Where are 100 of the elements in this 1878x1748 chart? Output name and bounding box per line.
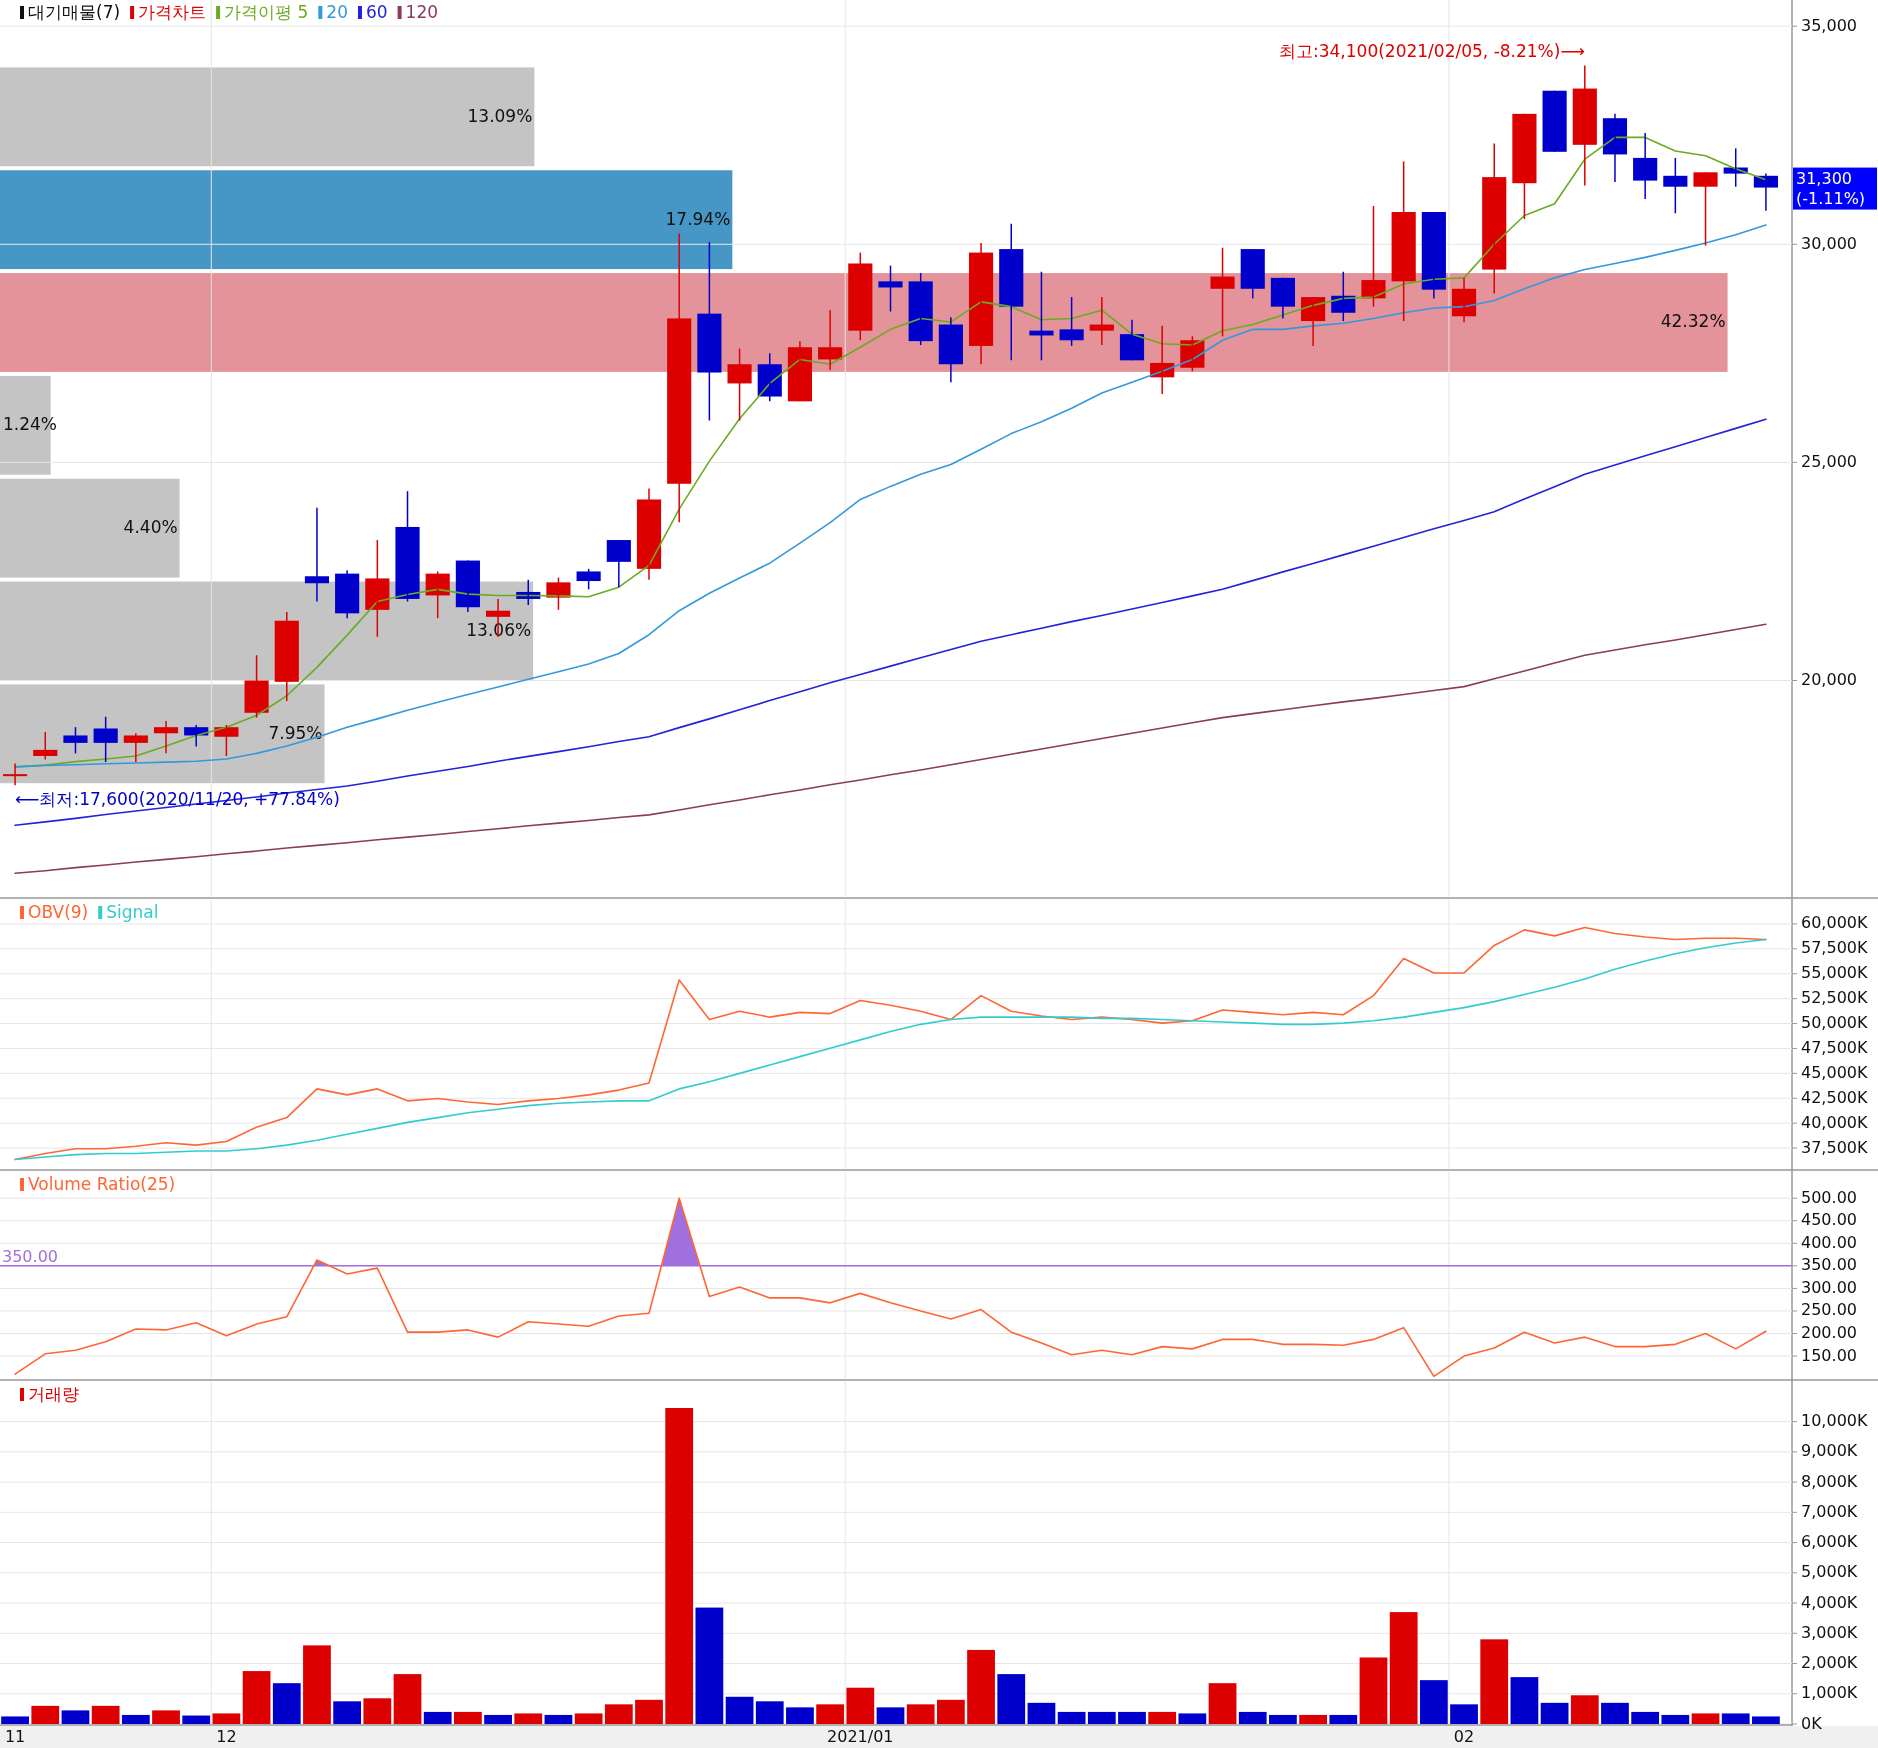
y-tick-label: 50,000K xyxy=(1801,1013,1868,1033)
candlestick xyxy=(304,507,330,603)
y-tick-label: 300.00 xyxy=(1801,1277,1857,1297)
y-tick-label: 45,000K xyxy=(1801,1062,1868,1082)
candlestick xyxy=(214,724,239,757)
bar xyxy=(484,1714,512,1724)
bar xyxy=(212,1713,241,1724)
candlestick xyxy=(908,272,933,346)
y-tick-label: 42,500K xyxy=(1801,1087,1868,1107)
bar xyxy=(1631,1711,1660,1724)
bar xyxy=(1359,1657,1388,1724)
legend-label: 120 xyxy=(405,2,439,22)
bar xyxy=(1721,1713,1750,1724)
y-tick-label: 25,000 xyxy=(1801,451,1857,471)
y-tick-label: 350.00 xyxy=(1801,1255,1857,1275)
bar xyxy=(755,1701,784,1724)
y-tick-label: 0K xyxy=(1801,1713,1823,1733)
y-tick-label: 30,000 xyxy=(1801,233,1857,253)
candlestick xyxy=(93,715,118,763)
candlestick xyxy=(1210,247,1235,338)
candlestick xyxy=(999,223,1024,362)
bar xyxy=(665,1408,694,1725)
legend-label: Signal xyxy=(106,902,159,922)
y-tick-label: 450.00 xyxy=(1801,1210,1857,1230)
candlestick xyxy=(1391,160,1416,322)
data-label: 4.40% xyxy=(123,517,178,538)
legend-label: 거래량 xyxy=(28,1384,79,1404)
bar xyxy=(61,1710,90,1724)
bar xyxy=(1118,1711,1146,1724)
legend-label: OBV(9) xyxy=(28,902,89,922)
candlestick xyxy=(1633,132,1658,200)
candlestick xyxy=(1663,157,1688,215)
bar xyxy=(152,1710,180,1724)
bar xyxy=(695,1607,724,1724)
bar xyxy=(604,1704,633,1724)
bar xyxy=(997,1674,1026,1724)
bar xyxy=(1419,1680,1448,1724)
y-tick-label: 6,000K xyxy=(1801,1532,1858,1552)
data-label: 17.94% xyxy=(665,208,731,229)
y-tick-label: 500.00 xyxy=(1801,1187,1857,1207)
bar xyxy=(363,1698,392,1724)
bar xyxy=(846,1687,875,1724)
candlestick xyxy=(848,251,873,341)
candlestick xyxy=(1572,64,1597,187)
bar xyxy=(1178,1713,1207,1724)
bar xyxy=(1389,1612,1418,1724)
legend-label: 60 xyxy=(365,2,388,22)
candlestick xyxy=(1512,113,1537,220)
y-tick-label: 9,000K xyxy=(1801,1441,1858,1461)
data-label: 1.24% xyxy=(3,414,58,435)
candlestick xyxy=(878,264,903,313)
bar xyxy=(182,1715,211,1724)
bar xyxy=(1,1716,29,1724)
bar xyxy=(1208,1683,1237,1724)
candlestick xyxy=(395,490,420,603)
candlestick xyxy=(244,654,269,719)
y-tick-label: 250.00 xyxy=(1801,1300,1857,1320)
bar xyxy=(514,1713,543,1724)
bar xyxy=(91,1705,120,1724)
bar xyxy=(333,1701,362,1724)
candlestick xyxy=(63,726,88,755)
bar xyxy=(1087,1711,1116,1724)
y-tick-label: 60,000K xyxy=(1801,913,1868,933)
bar xyxy=(1480,1639,1509,1724)
candlestick xyxy=(727,347,752,422)
bar xyxy=(936,1699,965,1724)
y-tick-label: 37,500K xyxy=(1801,1137,1868,1157)
candlestick xyxy=(1089,296,1114,346)
bar xyxy=(0,67,535,167)
bar xyxy=(393,1674,422,1724)
candlestick xyxy=(576,568,601,591)
y-tick-label: 47,500K xyxy=(1801,1037,1868,1057)
y-tick-label: 52,500K xyxy=(1801,988,1868,1008)
bar xyxy=(876,1707,905,1724)
bar xyxy=(1601,1702,1629,1724)
bar xyxy=(786,1707,814,1724)
bar xyxy=(454,1711,482,1724)
bar xyxy=(0,170,733,270)
x-tick-label: 02 xyxy=(1453,1727,1475,1746)
y-tick-label: 3,000K xyxy=(1801,1622,1858,1642)
candlestick xyxy=(697,241,722,422)
bar xyxy=(0,478,180,578)
bar xyxy=(1148,1711,1177,1724)
y-tick-label: 40,000K xyxy=(1801,1112,1868,1132)
bar xyxy=(1238,1711,1267,1724)
candlestick xyxy=(123,732,148,763)
data-label: 13.09% xyxy=(467,105,533,126)
y-tick-label: 4,000K xyxy=(1801,1592,1858,1612)
bar xyxy=(242,1671,271,1724)
bar xyxy=(303,1645,331,1724)
bar xyxy=(1691,1713,1720,1724)
text: 대기매물(7) xyxy=(28,2,121,22)
bar xyxy=(1570,1695,1599,1724)
y-tick-label: 150.00 xyxy=(1801,1345,1857,1365)
y-tick-label: 55,000K xyxy=(1801,963,1868,983)
bar xyxy=(816,1704,845,1724)
bar xyxy=(906,1704,935,1724)
y-tick-label: 20,000 xyxy=(1801,670,1857,690)
y-tick-label: 10,000K xyxy=(1801,1411,1868,1431)
y-tick-label: 1,000K xyxy=(1801,1683,1858,1703)
